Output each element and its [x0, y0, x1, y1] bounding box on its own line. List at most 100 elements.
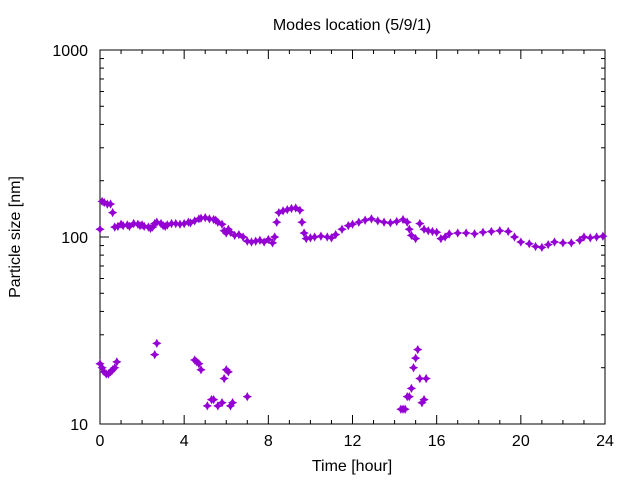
data-point: [223, 367, 233, 377]
data-point: [297, 217, 307, 227]
data-point: [461, 228, 471, 238]
data-point: [495, 226, 505, 236]
data-point: [267, 238, 278, 248]
data-point: [516, 237, 526, 247]
data-point: [347, 219, 358, 229]
data-point: [410, 353, 421, 363]
data-point: [238, 232, 248, 242]
data-point: [139, 221, 149, 232]
data-point: [270, 232, 280, 242]
chart-title: Modes location (5/9/1): [273, 17, 431, 34]
data-point: [227, 398, 238, 408]
x-tick-label: 20: [512, 433, 530, 450]
data-point: [558, 238, 568, 248]
data-point: [566, 238, 576, 248]
data-point: [112, 357, 122, 367]
data-point: [242, 236, 252, 246]
data-point: [373, 216, 383, 226]
data-point: [537, 242, 547, 253]
y-tick-label: 100: [61, 230, 88, 247]
x-tick-label: 8: [264, 433, 273, 450]
data-point: [549, 237, 560, 247]
data-point: [331, 229, 341, 240]
data-point: [453, 228, 463, 238]
x-tick-label: 4: [180, 433, 189, 450]
data-point: [360, 215, 370, 225]
data-point: [575, 235, 585, 245]
data-point: [272, 217, 282, 227]
data-point: [543, 240, 553, 250]
data-point: [208, 394, 219, 405]
data-point: [591, 232, 602, 242]
data-point: [299, 228, 309, 238]
data-point: [309, 232, 320, 242]
data-point: [255, 235, 265, 245]
data-point: [204, 214, 215, 224]
x-tick-labels: 0 4 8 12 16 20 24: [96, 433, 614, 450]
data-point: [440, 232, 450, 242]
data-point: [406, 383, 417, 394]
data-point: [129, 218, 139, 229]
plot-frame: [99, 49, 606, 425]
data-point: [427, 226, 438, 237]
data-point: [400, 404, 410, 414]
data-point: [469, 229, 480, 239]
data-point: [105, 199, 116, 209]
data-point: [95, 224, 105, 234]
data-point: [366, 214, 377, 224]
data-point: [110, 363, 120, 373]
data-point: [213, 217, 223, 227]
data-point: [354, 217, 364, 227]
data-point: [225, 227, 236, 237]
data-point: [421, 373, 431, 384]
data-point: [404, 392, 414, 402]
data-point: [152, 217, 162, 227]
data-point: [326, 233, 337, 243]
data-point: [398, 214, 408, 225]
x-tick-label: 0: [96, 433, 105, 450]
data-point: [194, 359, 204, 369]
data-point: [337, 224, 347, 234]
data-point: [234, 229, 244, 240]
x-axis-label: Time [hour]: [312, 458, 392, 475]
x-tick-label: 12: [344, 433, 362, 450]
data-point: [392, 216, 402, 227]
data-point: [385, 218, 396, 228]
data-point: [432, 227, 442, 237]
y-axis-label: Particle size [nm]: [7, 176, 24, 298]
data-point: [259, 237, 269, 247]
data-point: [419, 394, 429, 405]
data-point: [213, 401, 223, 411]
data-point: [404, 224, 414, 234]
data-point: [202, 401, 212, 411]
data-point: [415, 218, 425, 229]
data-point: [219, 373, 229, 384]
data-point: [171, 218, 181, 229]
data-point: [408, 363, 419, 373]
data-point: [316, 231, 326, 241]
data-point: [242, 392, 252, 402]
data-point: [530, 241, 541, 252]
data-point: [322, 232, 332, 242]
data-point: [217, 219, 227, 229]
data-point: [524, 239, 534, 249]
data-point: [291, 203, 301, 213]
data-point: [444, 229, 454, 239]
data-point: [423, 226, 433, 236]
data-point: [196, 365, 206, 375]
data-point: [406, 230, 417, 241]
y-tick-label: 10: [70, 417, 88, 434]
data-point: [107, 207, 118, 218]
x-tick-label: 16: [428, 433, 446, 450]
data-point: [598, 231, 608, 241]
data-point: [579, 232, 589, 242]
data-point: [217, 398, 227, 408]
data-point: [585, 233, 595, 243]
x-tick-label: 24: [596, 433, 614, 450]
data-point: [478, 227, 488, 237]
data-point: [413, 344, 423, 355]
data-point: [124, 221, 135, 232]
y-tick-label: 1000: [52, 43, 88, 60]
y-tick-labels: 10 100 1000: [52, 43, 88, 434]
